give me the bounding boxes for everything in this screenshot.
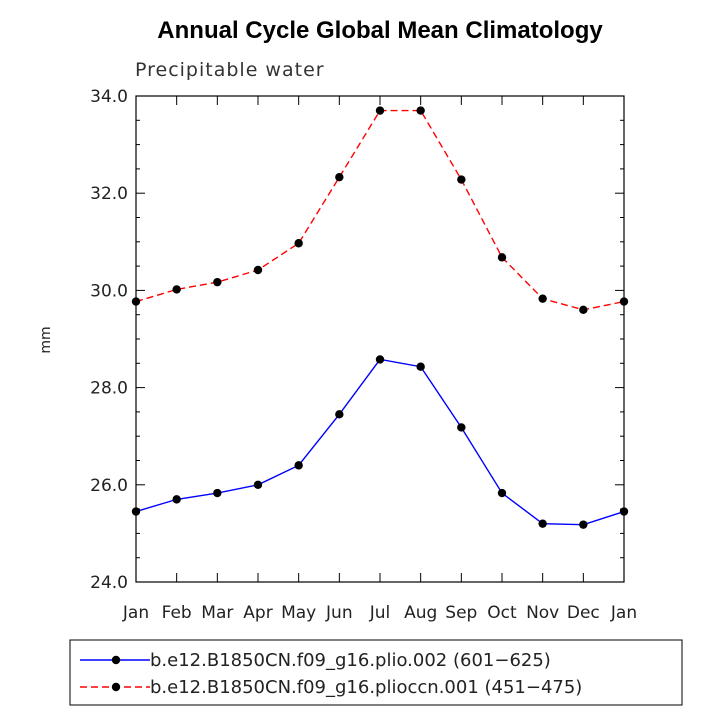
x-tick-labels: Jan Feb Mar Apr May Jun Jul Aug Sep Oct Nov Dec Jan — [122, 603, 637, 623]
x-tick-label: Oct — [487, 603, 517, 623]
data-point — [213, 488, 222, 498]
data-point — [375, 106, 385, 115]
chart-title: Annual Cycle Global Mean Climatology — [157, 17, 603, 44]
series-line-1 — [135, 109, 625, 311]
data-point — [213, 277, 222, 287]
y-tick-label: 28.0 — [90, 379, 128, 399]
y-tick-label: 34.0 — [90, 87, 128, 107]
chart-subtitle: Precipitable water — [135, 59, 325, 81]
legend-marker-1 — [111, 682, 121, 692]
x-tick-label: Jan — [610, 603, 637, 623]
legend-label-0: b.e12.B1850CN.f09_g16.plio.002 (601−625) — [150, 650, 551, 671]
x-tick-label: Jan — [122, 603, 149, 623]
x-tick-label: Nov — [526, 603, 559, 623]
data-point — [253, 265, 263, 275]
y-tick-label: 30.0 — [90, 281, 128, 301]
y-tick-labels: 24.0 26.0 28.0 30.0 32.0 34.0 — [90, 87, 128, 593]
data-point — [375, 355, 385, 364]
legend-label-1: b.e12.B1850CN.f09_g16.plioccn.001 (451−4… — [150, 677, 582, 698]
data-point — [457, 175, 466, 184]
data-point — [538, 519, 547, 528]
x-tick-label: Apr — [243, 603, 272, 623]
data-point — [619, 507, 629, 516]
legend-box — [69, 639, 683, 706]
data-point — [294, 239, 303, 248]
x-tick-label: Feb — [162, 603, 192, 623]
data-point — [253, 480, 263, 489]
legend-marker-0 — [111, 655, 121, 665]
y-tick-label: 26.0 — [90, 476, 128, 496]
series-layer — [131, 106, 629, 529]
x-tick-label: Aug — [404, 603, 437, 623]
data-point — [131, 297, 141, 306]
x-tick-label: Jun — [325, 603, 353, 623]
y-tick-label: 32.0 — [90, 184, 128, 204]
data-point — [619, 297, 629, 306]
data-point — [457, 423, 466, 432]
legend: b.e12.B1850CN.f09_g16.plio.002 (601−625)… — [80, 650, 582, 698]
axis-ticks — [135, 95, 625, 583]
plot-frame — [135, 95, 625, 583]
x-tick-label: Dec — [567, 603, 600, 623]
data-point — [335, 410, 344, 419]
data-point — [416, 362, 425, 371]
x-tick-label: Jul — [369, 603, 391, 623]
y-axis-label: mm — [38, 326, 54, 353]
data-point — [538, 294, 547, 303]
data-point — [172, 495, 181, 504]
data-point — [131, 507, 141, 516]
data-point — [497, 253, 507, 262]
data-point — [335, 172, 344, 182]
series-line-0 — [135, 358, 625, 526]
x-tick-label: Mar — [201, 603, 233, 623]
data-point — [579, 305, 588, 315]
x-tick-label: May — [281, 603, 316, 623]
y-tick-label: 24.0 — [90, 573, 128, 593]
data-point — [497, 488, 507, 498]
data-point — [294, 461, 303, 470]
x-tick-label: Sep — [445, 603, 477, 623]
data-point — [416, 106, 425, 115]
data-point — [172, 285, 181, 294]
data-point — [579, 520, 588, 529]
